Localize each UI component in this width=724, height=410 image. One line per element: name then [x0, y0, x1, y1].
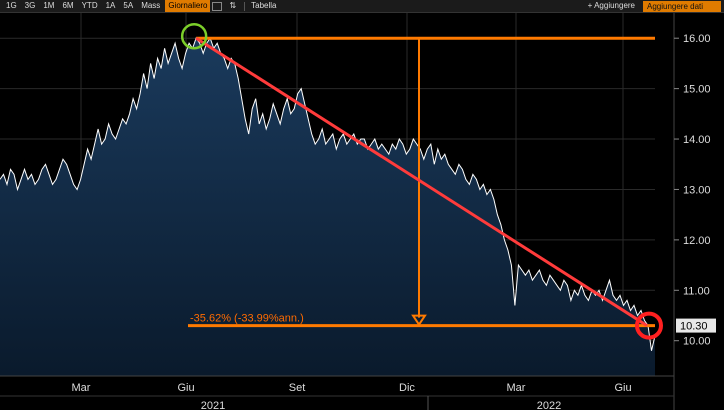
x-tick-label: Giu — [177, 382, 194, 394]
toolbar-divider — [244, 1, 246, 11]
chart-annotations: -35.62% (-33.99%ann.) — [180, 22, 663, 340]
year-label: 2022 — [537, 400, 561, 410]
drawdown-arrow-head — [411, 314, 427, 327]
right-tools: + Aggiungere Aggiungere dati — [588, 0, 721, 12]
range-5a-button[interactable]: 5A — [123, 1, 134, 10]
x-tick-label: Mar — [72, 382, 91, 394]
range-ytd-button[interactable]: YTD — [81, 1, 98, 10]
range-selector: 1G 3G 1M 6M YTD 1A 5A Mass Giornaliero ⇅… — [3, 0, 282, 12]
year-label: 2021 — [201, 400, 225, 410]
add-data-field[interactable]: Aggiungere dati — [643, 0, 721, 12]
y-tick-label: 15.00 — [683, 84, 711, 96]
x-tick-label: Mar — [507, 382, 526, 394]
price-line — [0, 37, 656, 351]
line-chart-icon[interactable] — [212, 1, 223, 11]
price-chart: -35.62% (-33.99%ann.) 10.00 11.00 12.00 13.… — [0, 13, 716, 410]
add-button-label: Aggiungere — [594, 1, 635, 10]
range-1m-button[interactable]: 1M — [43, 1, 55, 10]
range-1g-button[interactable]: 1G — [6, 1, 17, 10]
y-tick-label: 13.00 — [683, 184, 711, 196]
y-tick-label: 10.00 — [683, 336, 711, 348]
y-tick-label: 12.00 — [683, 235, 711, 247]
compare-icon[interactable]: ⇅ — [229, 1, 237, 10]
frequency-dropdown[interactable]: Giornaliero — [165, 0, 211, 12]
price-area-fill — [0, 38, 655, 376]
x-axis: Mar Giu Set Dic Mar Giu 2021 2022 — [0, 375, 674, 410]
range-max-button[interactable]: Mass — [141, 1, 161, 10]
range-3g-button[interactable]: 3G — [24, 1, 36, 10]
range-6m-button[interactable]: 6M — [62, 1, 74, 10]
change-annotation: -35.62% (-33.99%ann.) — [190, 313, 304, 325]
last-value-badge — [676, 318, 716, 333]
y-tick-label: 14.00 — [683, 134, 711, 146]
table-button[interactable]: Tabella — [251, 1, 277, 10]
y-tick-label: 11.00 — [683, 285, 710, 297]
start-marker-circle — [180, 22, 208, 50]
x-tick-label: Set — [289, 382, 306, 394]
x-tick-label: Giu — [614, 382, 631, 394]
trend-line — [195, 36, 648, 327]
y-tick-label: 16.00 — [683, 33, 711, 45]
range-1a-button[interactable]: 1A — [105, 1, 116, 10]
chart-toolbar: 1G 3G 1M 6M YTD 1A 5A Mass Giornaliero ⇅… — [0, 0, 724, 13]
y-axis: 10.00 11.00 12.00 13.00 14.00 15.00 16.00 10.30 — [673, 13, 716, 410]
end-marker-circle — [635, 311, 663, 340]
x-tick-label: Dic — [399, 382, 415, 394]
add-button[interactable]: + Aggiungere — [588, 0, 635, 12]
last-value-label: 10.30 — [680, 321, 708, 333]
plus-icon: + — [587, 1, 593, 10]
